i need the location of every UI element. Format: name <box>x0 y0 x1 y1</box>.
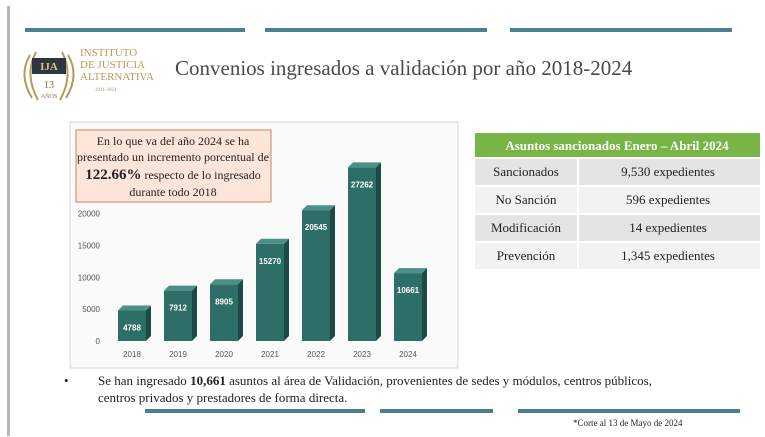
bar-value-label: 4788 <box>123 324 141 333</box>
logo-line: DE JUSTICIA <box>80 59 145 71</box>
x-tick-label: 2020 <box>215 350 233 359</box>
annotation-bold: 122.66% <box>85 167 141 183</box>
table-cell: 9,530 expedientes <box>621 164 715 179</box>
bar <box>302 210 330 341</box>
y-tick-label: 15000 <box>78 242 101 251</box>
chart: 0 5000 10000 15000 20000 2018 4788 2019 7912 2020… <box>78 162 427 359</box>
x-tick-label: 2018 <box>123 350 141 359</box>
table-cell: 14 expedientes <box>629 220 707 235</box>
bullet-part: Se han ingresado <box>98 373 190 388</box>
x-tick-label: 2022 <box>307 350 325 359</box>
bar-value-label: 10661 <box>397 286 420 295</box>
y-tick-label: 20000 <box>78 210 101 219</box>
top-bar <box>510 28 732 32</box>
bar-value-label: 7912 <box>169 304 187 313</box>
left-border <box>7 6 10 436</box>
y-tick-label: 10000 <box>78 273 101 282</box>
table-cell: 596 expedientes <box>626 192 710 207</box>
bar <box>256 243 284 341</box>
logo-badge: IJA <box>40 61 58 73</box>
bar-side <box>376 162 381 341</box>
bullet-text: centros privados y prestadores de forma … <box>98 390 347 405</box>
bar-side <box>192 285 197 341</box>
x-tick-label: 2021 <box>261 350 279 359</box>
top-bar <box>25 28 245 32</box>
x-tick-label: 2023 <box>353 350 371 359</box>
bullet-mark: • <box>64 373 69 388</box>
table-cell: Modificación <box>491 220 562 235</box>
bar-top <box>164 285 197 291</box>
table-cell: Prevención <box>497 248 556 263</box>
annotation-box <box>75 129 272 203</box>
bar-value-label: 15270 <box>259 257 282 266</box>
bullet-bold: 10,661 <box>190 373 226 388</box>
logo-badge-bg <box>32 58 66 74</box>
table-row-bg <box>475 215 760 241</box>
slide-title: Convenios ingresados a validación por añ… <box>175 56 633 80</box>
table: Asuntos sancionados Enero – Abril 2024 S… <box>475 133 760 269</box>
logo-years: 13 <box>44 80 54 91</box>
annotation-line: En lo que va del año 2024 se ha <box>97 134 250 148</box>
bar-value-label: 20545 <box>305 223 328 232</box>
bar-top <box>348 162 381 168</box>
table-header: Asuntos sancionados Enero – Abril 2024 <box>505 138 729 153</box>
x-tick-label: 2024 <box>399 350 417 359</box>
y-tick-label: 5000 <box>82 305 100 314</box>
bar <box>210 284 238 341</box>
bar-top <box>210 279 243 285</box>
table-row-bg <box>475 187 760 213</box>
bar-top <box>394 268 427 274</box>
table-row-bg <box>475 243 760 269</box>
top-bar <box>265 28 487 32</box>
table-cell: Sancionados <box>493 164 559 179</box>
table-row-bg <box>475 159 760 185</box>
bar-side <box>146 305 151 341</box>
footnote: *Corte al 13 de Mayo de 2024 <box>573 418 683 428</box>
bar-top <box>302 205 335 211</box>
bar <box>394 273 422 341</box>
x-tick-label: 2019 <box>169 350 187 359</box>
bar-value-label: 8905 <box>215 297 233 306</box>
logo-period: 2011-2024 <box>95 88 117 93</box>
bullet-part: asuntos al área de Validación, provenien… <box>226 373 652 388</box>
bar-side <box>284 238 289 341</box>
bar-side <box>330 205 335 341</box>
bar <box>164 290 192 341</box>
bar <box>118 310 146 341</box>
bottom-bar <box>518 409 740 413</box>
table-cell: 1,345 expedientes <box>621 248 715 263</box>
table-header-bg <box>475 133 760 157</box>
bottom-bar <box>380 409 493 413</box>
bar-value-label: 27262 <box>351 180 374 189</box>
bar <box>348 167 376 341</box>
annotation-line: durante todo 2018 <box>129 185 216 199</box>
bottom-bar <box>145 409 365 413</box>
logo: IJA 13 AÑOS INSTITUTO DE JUSTICIA ALTERN… <box>23 47 154 101</box>
logo-line: ALTERNATIVA <box>80 71 154 83</box>
table-cell: No Sanción <box>495 192 557 207</box>
bar-top <box>118 305 151 311</box>
bar-top <box>256 238 289 244</box>
bullet-text: Se han ingresado 10,661 asuntos al área … <box>98 373 652 388</box>
logo-years-word: AÑOS <box>41 92 57 100</box>
annotation-line: presentado un incremento porcentual de <box>77 150 269 164</box>
annotation-line: 122.66% respecto de lo ingresado <box>85 167 261 183</box>
annotation: En lo que va del año 2024 se ha presenta… <box>75 129 272 203</box>
annotation-text: respecto de lo ingresado <box>141 168 260 182</box>
bar-side <box>238 279 243 341</box>
logo-line: INSTITUTO <box>80 47 137 59</box>
y-tick-label: 0 <box>96 337 101 346</box>
bar-side <box>422 268 427 341</box>
